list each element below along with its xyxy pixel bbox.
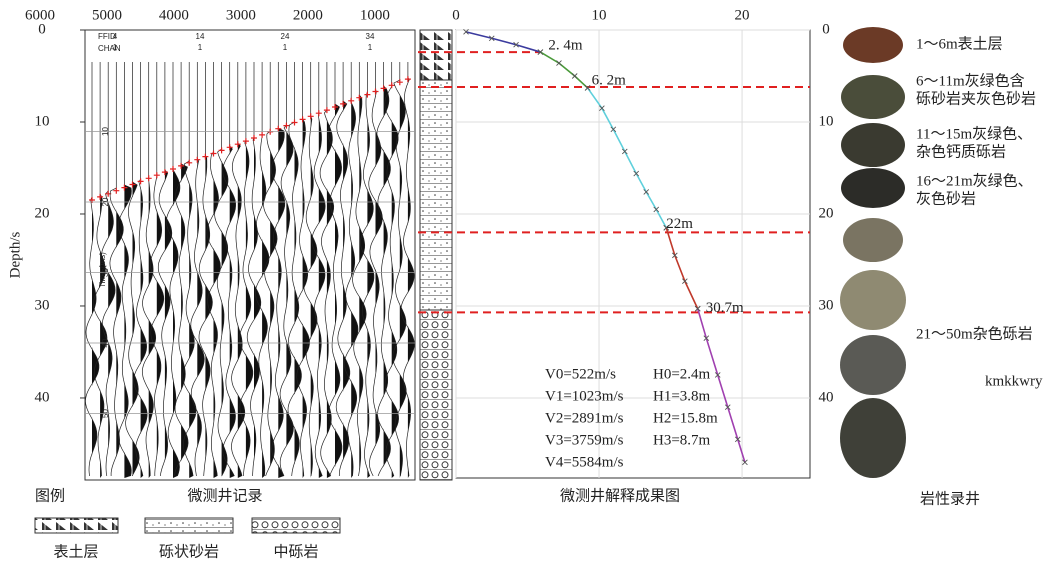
chan-number: 1	[113, 43, 118, 52]
thickness-note: H0=2.4m	[653, 366, 711, 382]
y-tick-label: 10	[35, 113, 50, 129]
velocity-note: V4=5584m/s	[545, 454, 624, 470]
legend-label: 表土层	[53, 543, 98, 560]
lithology-description: 砾砂岩夹灰色砂岩	[916, 90, 1036, 107]
time-tick-label: 50	[101, 409, 110, 418]
lithology-description: 21～50m杂色砾岩	[916, 325, 1033, 342]
figure: Depth/s FFID CHAN Time (ms) 微测井解释成果图 微测井…	[0, 0, 1057, 570]
time-tick-label: 10	[101, 127, 110, 136]
y-tick-label: 20	[819, 205, 834, 221]
top-tick-label: 2000	[293, 7, 323, 23]
chan-number: 1	[283, 43, 288, 52]
seismic-caption: 微测井记录	[187, 487, 262, 504]
top-tick-label: 5000	[92, 7, 122, 23]
page: Depth/s FFID CHAN Time (ms) 微测井解释成果图 微测井…	[0, 0, 1057, 570]
legend-swatch	[35, 518, 118, 533]
chan-number: 1	[368, 43, 373, 52]
lithology-description: 杂色钙质砾岩	[916, 143, 1006, 160]
y-tick-label: 40	[35, 389, 50, 405]
legend-label: 中砾岩	[273, 543, 318, 560]
lithology-description: 11～15m灰绿色、	[916, 125, 1032, 142]
soil-layer	[420, 30, 452, 80]
velocity-note: V2=2891m/s	[545, 410, 624, 426]
lithology-description: 16～21m灰绿色、	[916, 172, 1033, 189]
depth-axis-label: Depth/s	[7, 232, 23, 279]
legend-swatch	[252, 518, 340, 533]
reference-label: 22m	[666, 216, 693, 232]
ffid-number: 24	[281, 32, 290, 41]
x-tick-label: 0	[452, 7, 460, 23]
lithology-description: 1～6m表土层	[916, 35, 1003, 52]
y-tick-label: 10	[819, 113, 834, 129]
time-tick-label: 40	[101, 338, 110, 347]
lithology-description: 6～11m灰绿色含	[916, 72, 1025, 89]
sandstone-layer	[420, 80, 452, 310]
x-tick-label: 10	[592, 7, 607, 23]
legend-swatch	[145, 518, 233, 533]
reference-label: 2. 4m	[548, 38, 583, 54]
chan-number: 1	[198, 43, 203, 52]
velocity-note: V3=3759m/s	[545, 432, 624, 448]
thickness-note: H3=8.7m	[653, 432, 711, 448]
chart-caption: 微测井解释成果图	[560, 487, 680, 504]
velocity-note: V0=522m/s	[545, 366, 616, 382]
legend-label: 砾状砂岩	[159, 543, 219, 560]
y-tick-label: 0	[38, 21, 46, 37]
seismic-frame	[85, 30, 415, 480]
core-photos	[840, 27, 906, 478]
thickness-note: H2=15.8m	[653, 410, 718, 426]
lithology-description: 灰色砂岩	[916, 190, 976, 207]
header-label: CHAN	[98, 44, 121, 53]
y-tick-label: 20	[35, 205, 50, 221]
legend-title: 图例	[35, 487, 65, 504]
ffid-number: 34	[366, 32, 375, 41]
reference-label: 30.7m	[706, 300, 744, 316]
ffid-number: 14	[196, 32, 205, 41]
chart-frame	[456, 30, 810, 478]
x-tick-label: 20	[735, 7, 750, 23]
y-tick-label: 40	[819, 389, 834, 405]
y-tick-label: 30	[35, 297, 50, 313]
top-tick-label: 3000	[226, 7, 256, 23]
y-tick-label: 0	[822, 21, 830, 37]
time-tick-label: 30	[101, 268, 110, 277]
conglomerate-layer	[420, 310, 452, 480]
note: kmkkwry	[985, 373, 1043, 389]
time-tick-label: 20	[101, 197, 110, 206]
lithology-caption: 岩性录井	[920, 490, 980, 507]
y-tick-label: 30	[819, 297, 834, 313]
velocity-note: V1=1023m/s	[545, 388, 624, 404]
top-tick-label: 4000	[159, 7, 189, 23]
top-tick-label: 1000	[360, 7, 390, 23]
thickness-note: H1=3.8m	[653, 388, 711, 404]
ffid-number: 4	[113, 32, 118, 41]
reference-label: 6. 2m	[592, 72, 627, 88]
